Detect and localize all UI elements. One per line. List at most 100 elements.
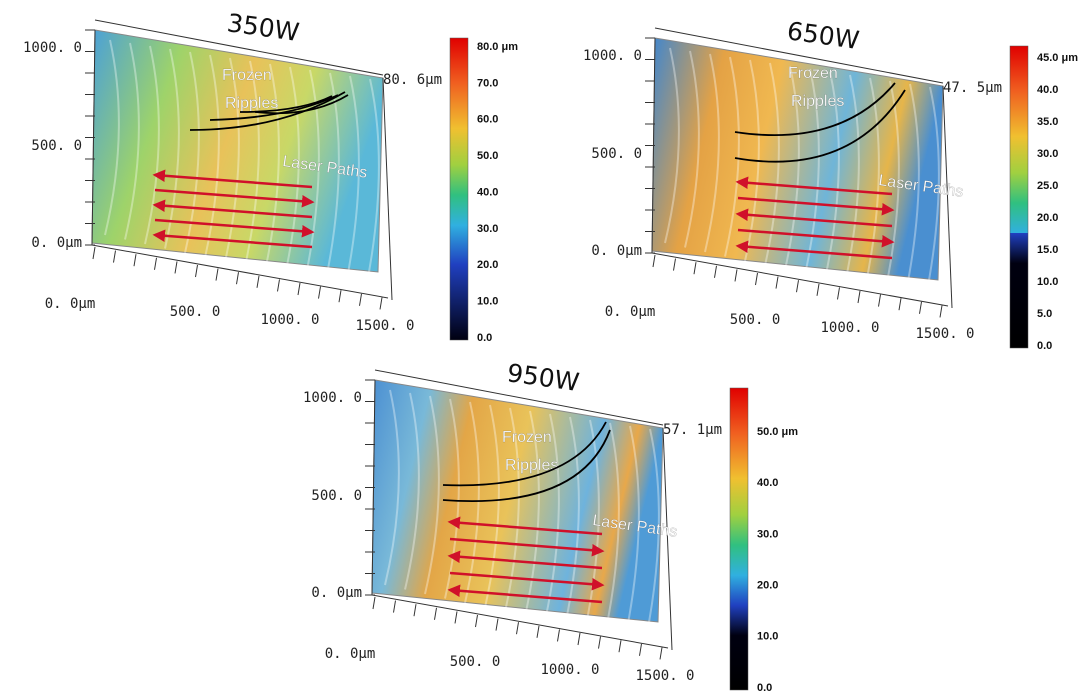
x-tick	[454, 611, 458, 624]
colorbar-label: 20.0	[757, 580, 778, 592]
ripple	[644, 428, 660, 644]
y-tick-label: 500. 0	[31, 138, 82, 154]
ripple	[624, 425, 640, 640]
panel-title: 350W	[225, 8, 301, 47]
x-tick-label: 0. 0μm	[605, 304, 656, 320]
top-axis	[374, 369, 664, 426]
ripple	[324, 72, 340, 285]
max-label: 80. 6μm	[383, 72, 442, 88]
annotation: Ripples	[791, 93, 844, 110]
x-tick	[215, 268, 219, 281]
panel: 1000. 0 500. 0 0. 0μm 0. 0μm 500. 0 1000. 0 15…	[303, 358, 798, 691]
x-axis	[651, 252, 949, 307]
colorbar-label: 50.0 μm	[757, 426, 798, 438]
ripple	[184, 51, 200, 254]
x-tick	[673, 258, 676, 271]
y-tick-label: 0. 0μm	[311, 585, 362, 601]
colorbar-label: 70.0	[477, 77, 498, 89]
x-tick	[577, 632, 581, 646]
x-tick-label: 500. 0	[450, 654, 501, 670]
colorbar-label: 50.0	[477, 150, 498, 162]
x-tick-label: 500. 0	[730, 312, 781, 328]
ripple-curve	[734, 89, 906, 163]
z-axis	[382, 77, 393, 301]
colorbar	[1009, 45, 1029, 349]
colorbar-label: 5.0	[1037, 308, 1052, 320]
colorbar-label: 20.0	[1037, 212, 1058, 224]
x-tick	[195, 264, 198, 278]
laser-arrow	[735, 240, 893, 260]
colorbar-label: 40.0	[757, 477, 778, 489]
x-tick	[816, 283, 820, 296]
laser-arrow	[152, 229, 313, 249]
y-tick-label: 1000. 0	[583, 48, 642, 64]
ripple	[544, 413, 560, 622]
laser-arrow	[735, 176, 893, 196]
colorbar-label: 40.0	[1037, 84, 1058, 96]
y-tick-label: 0. 0μm	[31, 235, 82, 251]
x-tick	[939, 305, 943, 318]
colorbar-label: 30.0	[757, 528, 778, 540]
laser-arrow	[449, 537, 605, 557]
colorbar-label: 80.0 μm	[477, 41, 518, 53]
x-tick	[536, 625, 540, 638]
x-tick	[557, 629, 560, 642]
colorbar-label: 40.0	[477, 186, 498, 198]
x-tick-label: 1000. 0	[820, 320, 879, 336]
y-tick-label: 500. 0	[311, 488, 362, 504]
x-tick	[379, 297, 383, 310]
colorbar	[449, 37, 469, 341]
y-tick-label: 500. 0	[591, 146, 642, 162]
ripple	[804, 68, 820, 275]
x-tick	[878, 294, 881, 307]
x-tick	[693, 262, 697, 275]
laser-arrow	[447, 516, 603, 536]
colorbar-label: 0.0	[757, 682, 772, 691]
ripple-curve	[254, 94, 349, 115]
colorbar-label: 60.0	[477, 114, 498, 126]
laser-arrow	[735, 208, 893, 228]
ripple	[344, 75, 360, 290]
colorbar	[729, 387, 749, 691]
ripple	[244, 60, 260, 267]
ripple	[884, 80, 900, 293]
x-tick	[516, 622, 519, 635]
z-axis	[662, 427, 673, 651]
ripple	[764, 62, 780, 266]
ripple	[284, 66, 300, 276]
laser-arrow	[449, 571, 605, 591]
ripple	[384, 389, 400, 586]
ripple	[224, 57, 240, 263]
x-tick	[318, 286, 321, 299]
x-tick-label: 1500. 0	[355, 318, 414, 334]
annotation: Frozen	[222, 67, 272, 84]
x-tick	[434, 607, 437, 620]
colorbar-label: 30.0	[1037, 148, 1058, 160]
y-tick-label: 1000. 0	[303, 390, 362, 406]
y-tick-label: 1000. 0	[23, 40, 82, 56]
x-tick-label: 500. 0	[170, 304, 221, 320]
x-axis	[91, 244, 389, 299]
x-tick-label: 1500. 0	[635, 668, 694, 684]
x-tick	[393, 600, 396, 613]
ripple	[904, 83, 920, 298]
ripple-curve	[442, 429, 611, 502]
ripple	[924, 86, 940, 302]
ripple	[204, 54, 220, 258]
x-tick	[236, 272, 239, 285]
annotation: Frozen	[788, 65, 838, 82]
x-tick	[475, 614, 478, 628]
x-tick-label: 1000. 0	[540, 662, 599, 678]
ripple	[784, 65, 800, 271]
colorbar-label: 10.0	[757, 631, 778, 643]
ripple	[504, 407, 520, 613]
ripple	[144, 45, 160, 245]
x-tick	[598, 636, 601, 649]
x-tick	[796, 280, 799, 293]
laser-arrow	[447, 550, 603, 570]
colorbar-label: 15.0	[1037, 244, 1058, 256]
ripple	[364, 78, 380, 294]
annotation: Frozen	[502, 429, 552, 446]
x-tick	[256, 275, 260, 288]
